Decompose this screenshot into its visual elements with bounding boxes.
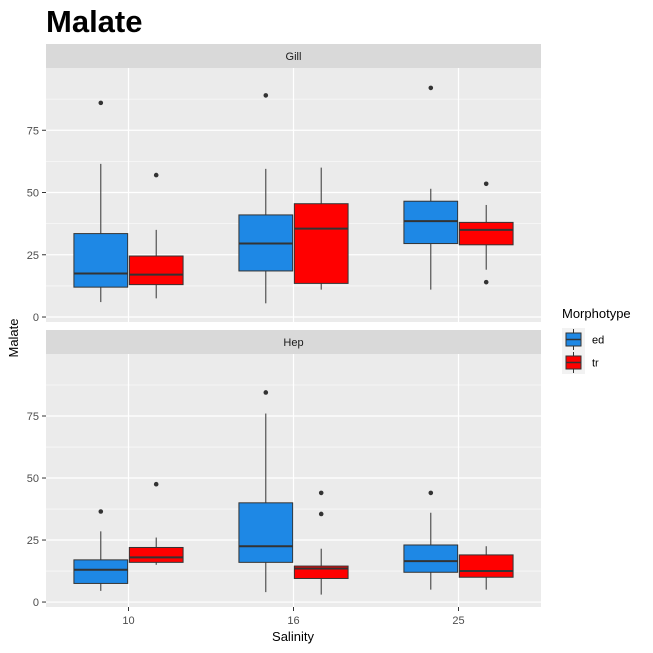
facet-strip-label: Hep (283, 337, 303, 349)
legend-item-tr: tr (562, 351, 599, 374)
y-tick-label: 75 (27, 411, 39, 423)
legend: Morphotype ed tr (562, 306, 631, 374)
outlier-point (153, 481, 159, 487)
outlier-point (98, 509, 104, 514)
box-iqr (293, 203, 349, 284)
x-tick-label: 10 (122, 615, 134, 627)
facet-strip (46, 44, 541, 68)
box-iqr (73, 233, 129, 288)
y-tick-label: 0 (33, 597, 39, 609)
y-tick-label: 75 (27, 125, 39, 137)
facet-strip (46, 330, 541, 354)
box-tr-16 (293, 490, 349, 595)
box-iqr (403, 200, 459, 245)
box-tr-10 (128, 172, 184, 299)
y-tick-label: 0 (33, 312, 39, 324)
outlier-point (153, 172, 159, 178)
box-iqr (458, 554, 514, 578)
box-iqr (73, 559, 129, 584)
box-tr-16 (293, 167, 349, 290)
outlier-point (98, 100, 104, 106)
box-ed-25 (403, 490, 459, 590)
box-tr-10 (128, 481, 184, 565)
x-axis-title: Salinity (272, 629, 314, 644)
outlier-point (483, 279, 489, 285)
facet-panel-hep: Hep 0 25 50 75 (27, 330, 541, 609)
outlier-point (318, 490, 324, 496)
legend-title: Morphotype (562, 306, 631, 321)
box-iqr (128, 255, 184, 286)
box-ed-10 (73, 100, 129, 303)
x-tick-label: 16 (287, 615, 299, 627)
chart-title: Malate (46, 4, 142, 39)
outlier-point (428, 85, 434, 91)
facet-panel-gill: Gill 0 25 50 75 (27, 44, 541, 324)
box-tr-25 (458, 181, 514, 285)
x-tick-label: 25 (452, 615, 464, 627)
legend-item-label: ed (592, 335, 604, 347)
y-axis-title: Malate (6, 318, 21, 357)
y-tick-label: 50 (27, 473, 39, 485)
facet-strip-label: Gill (286, 51, 302, 63)
outlier-point (318, 511, 324, 517)
outlier-point (263, 390, 269, 395)
y-tick-label: 25 (27, 535, 39, 547)
facet-panels: Gill 0 25 50 75 Hep 0 25 50 75 (27, 44, 541, 609)
box-ed-10 (73, 509, 129, 591)
box-tr-25 (458, 546, 514, 590)
box-iqr (128, 546, 184, 563)
box-iqr (458, 221, 514, 246)
y-tick-label: 25 (27, 250, 39, 262)
legend-item-ed: ed (562, 328, 604, 351)
box-ed-16 (238, 390, 294, 593)
outlier-point (483, 181, 489, 187)
y-tick-label: 50 (27, 188, 39, 200)
outlier-point (428, 490, 434, 496)
box-ed-16 (238, 93, 294, 304)
box-iqr (238, 502, 294, 563)
x-axis: 10 16 25 (122, 607, 465, 627)
box-iqr (403, 544, 459, 573)
box-ed-25 (403, 85, 459, 290)
outlier-point (263, 93, 269, 98)
legend-item-label: tr (592, 358, 599, 370)
